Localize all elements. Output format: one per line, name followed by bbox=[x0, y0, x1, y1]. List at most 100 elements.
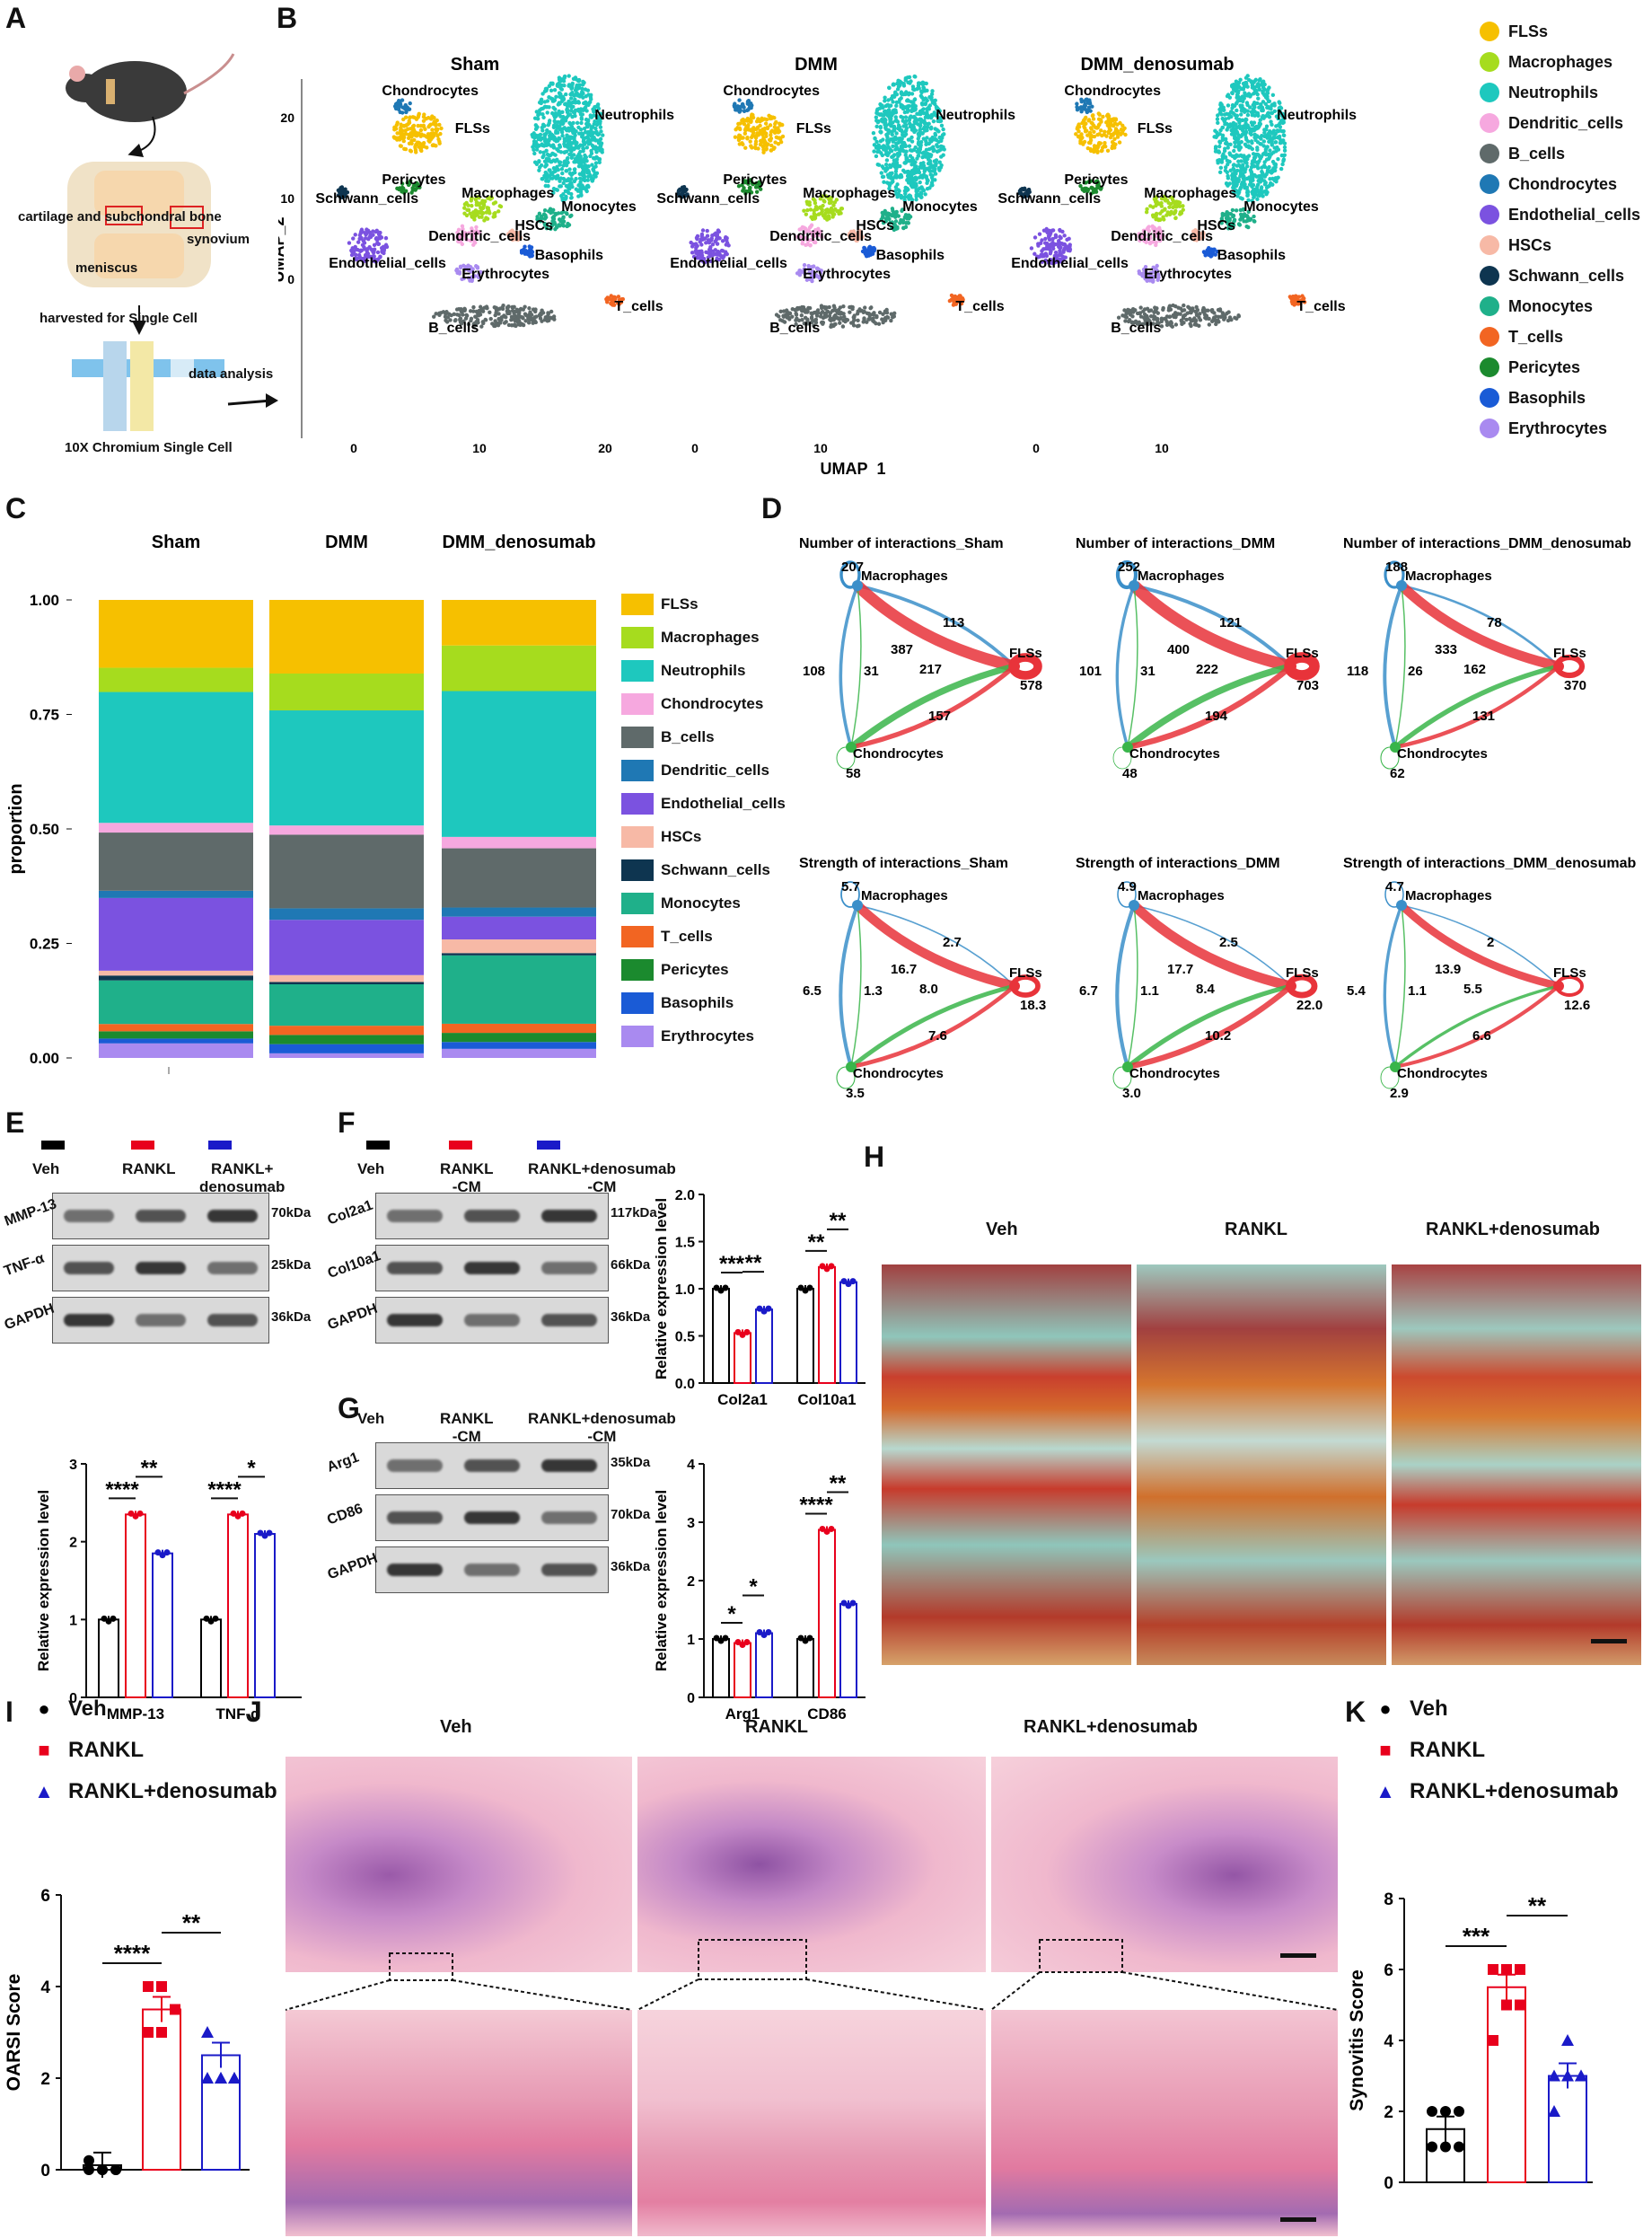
d-value: 188 bbox=[1385, 560, 1408, 575]
legend-swatch bbox=[621, 1025, 654, 1047]
umap-point bbox=[751, 126, 756, 130]
umap-point bbox=[541, 154, 546, 158]
d-value: 58 bbox=[846, 766, 861, 781]
umap-point bbox=[914, 183, 918, 189]
umap-point bbox=[714, 231, 718, 235]
umap-point bbox=[558, 137, 562, 141]
umap-point bbox=[383, 235, 389, 241]
umap-point bbox=[528, 245, 533, 250]
umap-point bbox=[1223, 137, 1228, 141]
d-value: 194 bbox=[1205, 709, 1228, 724]
umap-point bbox=[1120, 130, 1125, 136]
umap-point bbox=[906, 181, 911, 185]
umap-point bbox=[611, 295, 617, 300]
umap-point bbox=[740, 141, 744, 145]
umap-point bbox=[569, 213, 574, 218]
umap-point bbox=[471, 229, 476, 233]
umap-point bbox=[569, 181, 574, 187]
umap-point bbox=[749, 144, 753, 148]
umap-point bbox=[916, 154, 921, 158]
umap-point bbox=[1250, 162, 1254, 166]
umap-point bbox=[820, 305, 824, 311]
umap-point bbox=[1103, 129, 1107, 134]
umap-point bbox=[1241, 207, 1246, 212]
umap-point bbox=[1251, 188, 1256, 192]
umap-point bbox=[565, 101, 570, 107]
umap-point bbox=[1250, 81, 1255, 86]
d-edge bbox=[1394, 585, 1406, 748]
umap-point bbox=[907, 118, 912, 122]
umap-point bbox=[816, 212, 822, 216]
umap-point bbox=[776, 130, 781, 135]
umap-point bbox=[1270, 130, 1274, 135]
umap-point bbox=[1219, 158, 1224, 163]
umap-point bbox=[690, 251, 695, 255]
umap-point bbox=[743, 145, 748, 150]
umap-point bbox=[593, 138, 598, 143]
umap-point bbox=[1219, 112, 1224, 117]
umap-point bbox=[539, 137, 543, 141]
umap-point bbox=[534, 126, 539, 130]
umap-point bbox=[1079, 132, 1084, 137]
umap-point bbox=[471, 233, 476, 238]
umap-legend-item: Dendritic_cells bbox=[1480, 108, 1640, 138]
umap-point bbox=[1153, 305, 1157, 310]
umap-point bbox=[813, 213, 818, 217]
umap-point bbox=[1262, 130, 1267, 135]
umap-point bbox=[595, 102, 601, 107]
umap-point bbox=[578, 127, 584, 132]
umap-point bbox=[919, 165, 924, 170]
umap-point bbox=[839, 207, 844, 211]
umap-point bbox=[936, 145, 940, 149]
umap-point bbox=[1259, 154, 1264, 159]
umap-point bbox=[1256, 182, 1261, 187]
legend-swatch bbox=[621, 958, 654, 981]
c-bar-segment bbox=[269, 674, 424, 711]
umap-point bbox=[913, 116, 918, 120]
c-legend-item: B_cells bbox=[621, 720, 786, 753]
umap-cluster-label: Basophils bbox=[535, 248, 604, 263]
c-category-label: Sham bbox=[152, 533, 200, 552]
umap-point bbox=[574, 158, 578, 163]
umap-point bbox=[596, 118, 601, 123]
umap-point bbox=[1217, 144, 1222, 149]
umap-point bbox=[1279, 118, 1285, 123]
umap-point bbox=[484, 305, 488, 310]
umap-point bbox=[483, 317, 488, 322]
umap-point bbox=[1231, 163, 1236, 168]
c-bar-segment bbox=[269, 983, 424, 1026]
umap-point bbox=[744, 126, 749, 131]
umap-point bbox=[557, 160, 562, 164]
legend-label: HSCs bbox=[1508, 235, 1552, 254]
umap-point bbox=[848, 304, 852, 310]
c-y-label: proportion bbox=[6, 783, 26, 874]
c-bar-segment bbox=[99, 897, 253, 971]
umap-point bbox=[477, 313, 481, 318]
umap-point bbox=[409, 127, 413, 131]
umap-point bbox=[1047, 247, 1052, 251]
umap-point bbox=[567, 152, 572, 157]
legend-label: Macrophages bbox=[1508, 52, 1613, 71]
umap-point bbox=[785, 315, 789, 320]
umap-point bbox=[378, 234, 382, 239]
umap-point bbox=[1108, 120, 1113, 126]
umap-point bbox=[883, 122, 887, 128]
umap-point bbox=[866, 317, 872, 322]
umap-point bbox=[376, 242, 382, 246]
umap-point bbox=[586, 184, 591, 189]
umap-point bbox=[517, 236, 523, 241]
legend-swatch bbox=[1480, 419, 1499, 438]
umap-point bbox=[616, 295, 621, 299]
umap-point bbox=[823, 314, 829, 319]
umap-point bbox=[1262, 128, 1267, 132]
umap-point bbox=[564, 169, 568, 173]
umap-point bbox=[1257, 174, 1261, 179]
umap-legend-item: Erythrocytes bbox=[1480, 413, 1640, 444]
umap-point bbox=[1263, 181, 1268, 185]
umap-point bbox=[469, 196, 474, 201]
umap-point bbox=[465, 207, 470, 213]
umap-point bbox=[1038, 241, 1043, 246]
umap-point bbox=[1281, 159, 1286, 163]
umap-point bbox=[417, 140, 421, 145]
umap-point bbox=[1250, 146, 1255, 152]
